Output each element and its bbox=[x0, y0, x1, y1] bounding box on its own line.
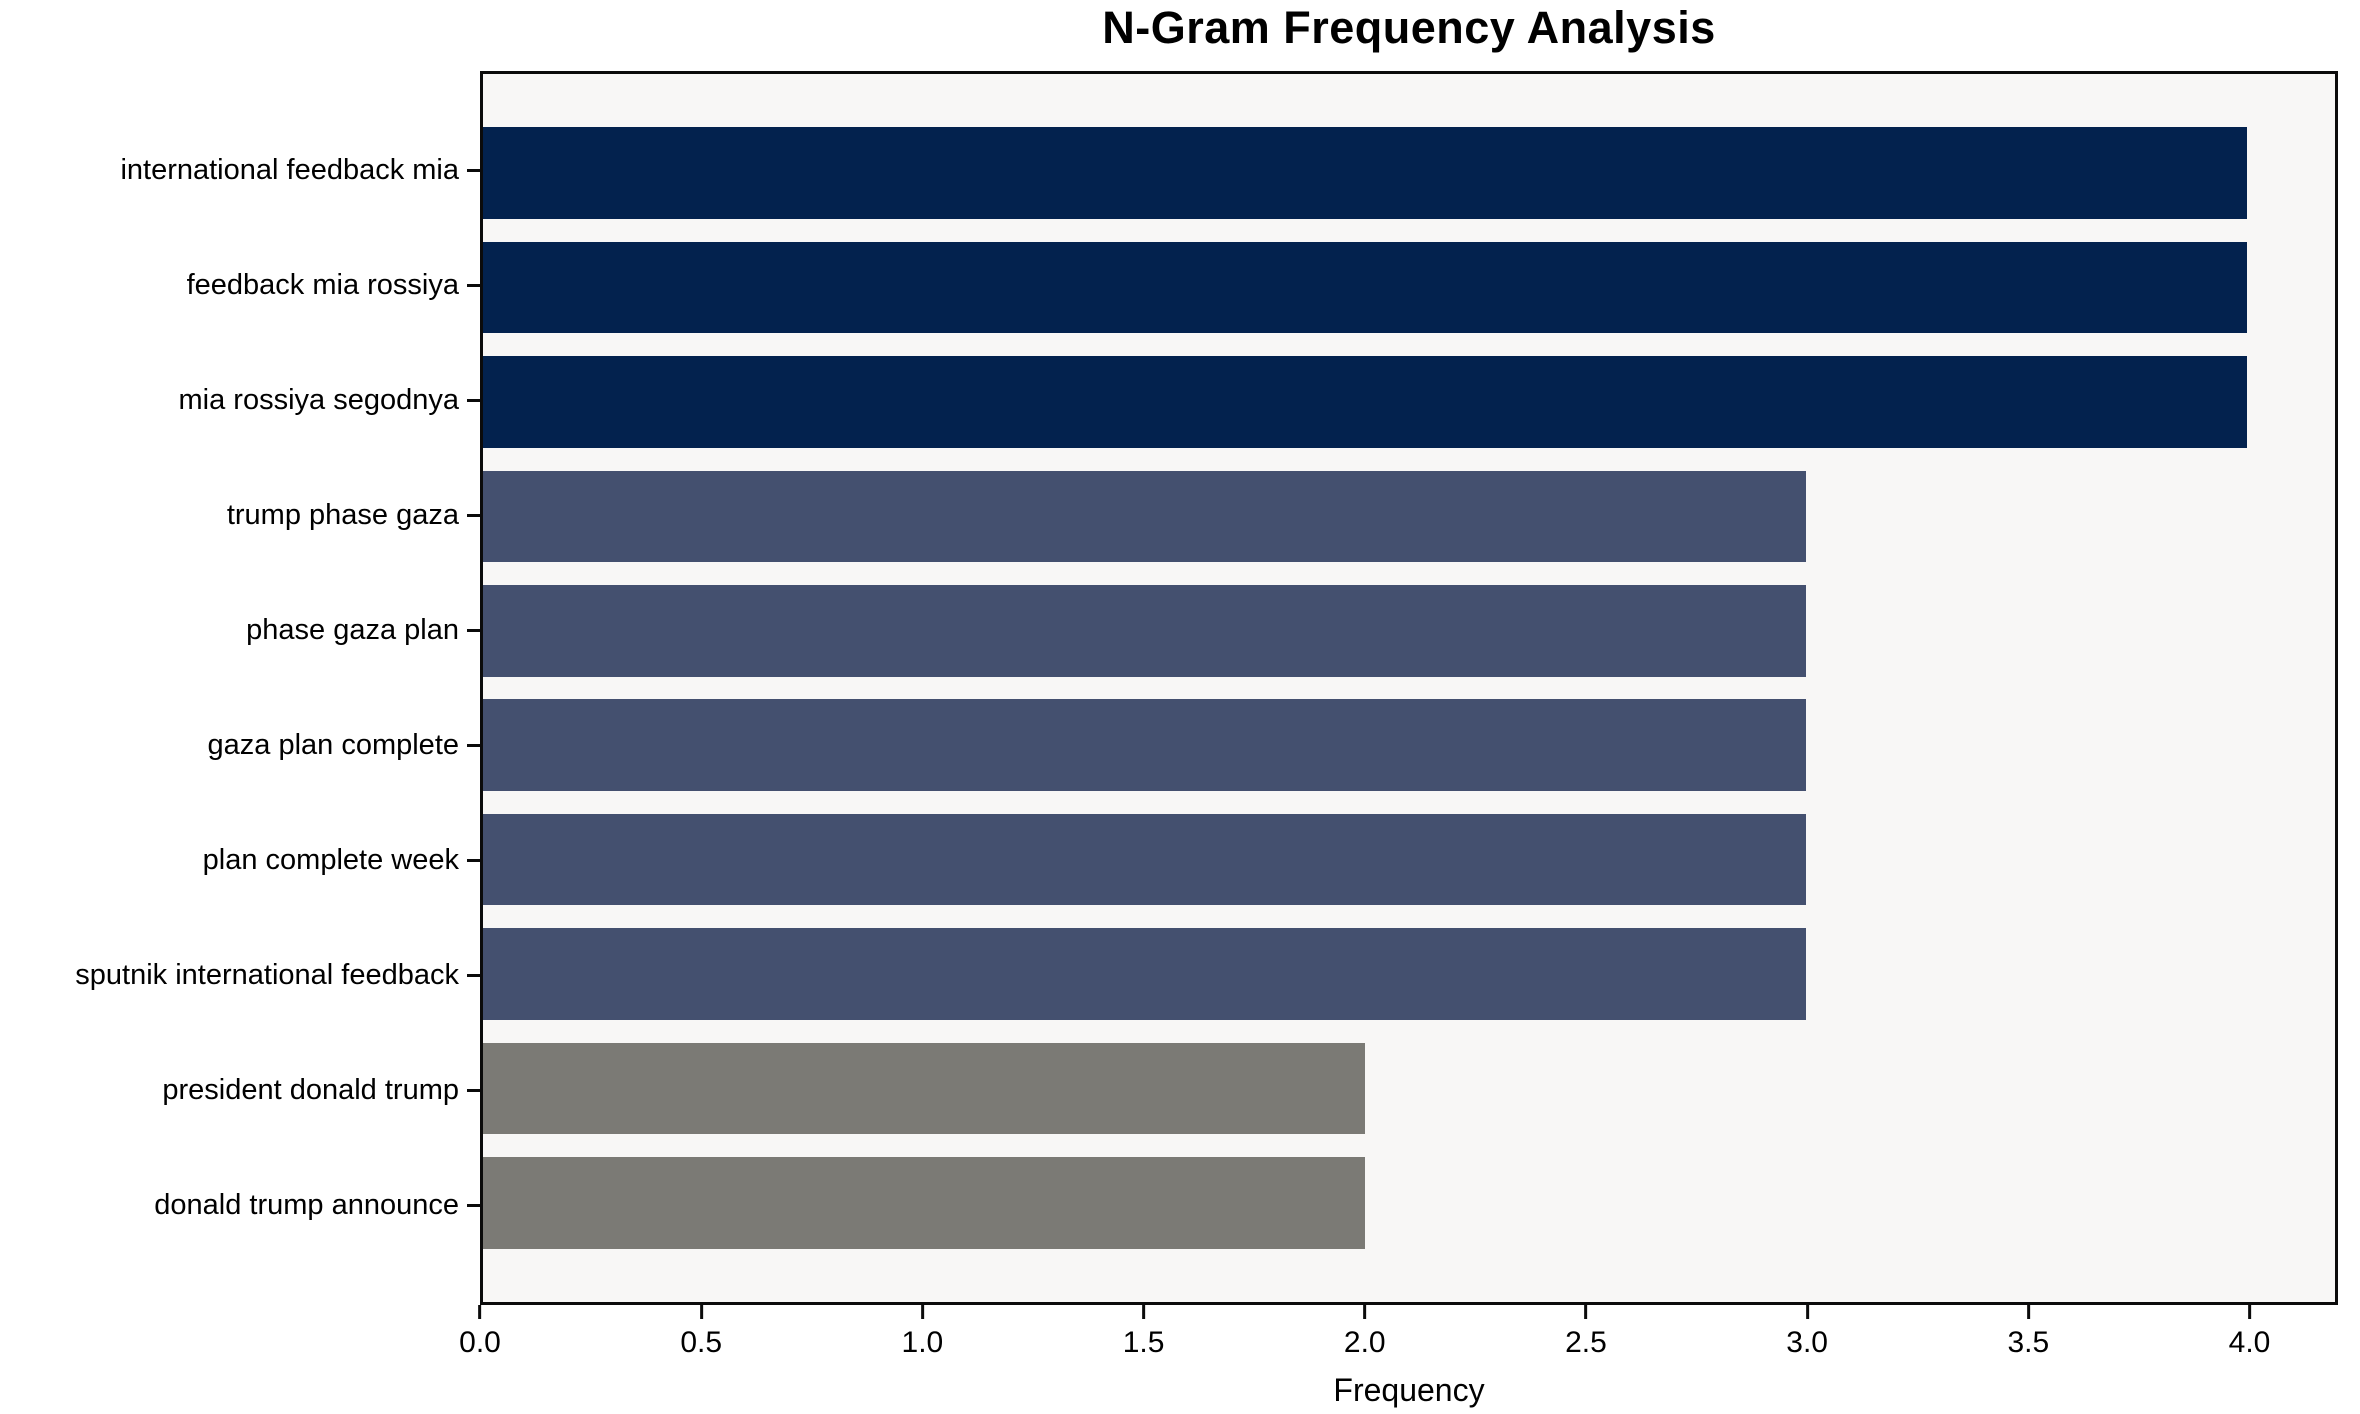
bar-row bbox=[483, 574, 2335, 688]
y-tick-label: gaza plan complete bbox=[207, 729, 460, 761]
y-label-row: mia rossiya segodnya bbox=[0, 343, 480, 458]
x-tick-mark bbox=[1584, 1305, 1588, 1319]
x-tick-label: 1.5 bbox=[1122, 1326, 1165, 1359]
y-tick-mark bbox=[467, 399, 480, 402]
x-tick: 1.0 bbox=[901, 1305, 944, 1359]
x-tick-label: 0.0 bbox=[459, 1326, 501, 1359]
y-tick-label: international feedback mia bbox=[120, 154, 459, 186]
y-tick-mark bbox=[467, 284, 480, 287]
bar-president-donald-trump bbox=[483, 1042, 1365, 1135]
x-tick-mark bbox=[1805, 1305, 1809, 1319]
y-tick-mark bbox=[467, 974, 480, 977]
x-axis: 0.0 0.5 1.0 1.5 2.0 2.5 3.0 3.5 4.0 bbox=[459, 1305, 2338, 1375]
bar-row bbox=[483, 1146, 2335, 1260]
bar-sputnik-international-feedback bbox=[483, 928, 1806, 1020]
y-label-row: president donald trump bbox=[0, 1033, 480, 1148]
y-tick-mark bbox=[467, 169, 480, 172]
x-tick: 4.0 bbox=[2228, 1305, 2271, 1359]
y-axis-labels: international feedback mia feedback mia r… bbox=[0, 71, 480, 1305]
x-tick-label: 3.5 bbox=[2007, 1326, 2050, 1359]
x-tick-mark bbox=[478, 1305, 482, 1319]
y-label-row: trump phase gaza bbox=[0, 458, 480, 573]
y-label-row: phase gaza plan bbox=[0, 573, 480, 688]
y-label-row: donald trump announce bbox=[0, 1148, 480, 1263]
y-label-row: gaza plan complete bbox=[0, 688, 480, 803]
bar-mia-rossiya-segodnya bbox=[483, 356, 2247, 448]
y-tick-label: phase gaza plan bbox=[246, 614, 459, 646]
y-label-row: feedback mia rossiya bbox=[0, 228, 480, 343]
bar-row bbox=[483, 345, 2335, 459]
bar-row bbox=[483, 459, 2335, 573]
bar-trump-phase-gaza bbox=[483, 470, 1806, 563]
y-label-row: international feedback mia bbox=[0, 113, 480, 228]
x-tick-label: 2.0 bbox=[1343, 1326, 1386, 1359]
x-tick-label: 0.5 bbox=[680, 1326, 723, 1359]
y-tick-label: mia rossiya segodnya bbox=[178, 384, 459, 416]
bar-row bbox=[483, 688, 2335, 802]
x-tick-label: 3.0 bbox=[1786, 1326, 1828, 1359]
x-tick-mark bbox=[920, 1305, 924, 1319]
bar-rows bbox=[483, 74, 2335, 1302]
y-tick-label: sputnik international feedback bbox=[75, 959, 459, 991]
bar-row bbox=[483, 917, 2335, 1031]
bar-row bbox=[483, 116, 2335, 230]
x-tick-mark bbox=[1363, 1305, 1367, 1319]
y-tick-label: feedback mia rossiya bbox=[186, 269, 459, 301]
bar-row bbox=[483, 1031, 2335, 1145]
x-tick: 2.5 bbox=[1565, 1305, 1607, 1358]
x-tick: 0.5 bbox=[680, 1305, 722, 1358]
bar-row bbox=[483, 230, 2335, 344]
x-tick-label: 1.0 bbox=[901, 1326, 944, 1359]
y-tick-label: plan complete week bbox=[202, 844, 459, 876]
y-tick-mark bbox=[467, 629, 480, 632]
y-label-row: plan complete week bbox=[0, 803, 480, 918]
bar-plan-complete-week bbox=[483, 813, 1806, 906]
x-tick-mark bbox=[1142, 1305, 1146, 1319]
chart-title: N-Gram Frequency Analysis bbox=[1102, 2, 1716, 53]
x-tick: 2.0 bbox=[1344, 1305, 1386, 1358]
y-tick-label: donald trump announce bbox=[154, 1189, 459, 1221]
plot-area bbox=[480, 71, 2338, 1305]
y-tick-mark bbox=[467, 1089, 480, 1092]
x-tick-mark bbox=[699, 1305, 703, 1319]
bar-donald-trump-announce bbox=[483, 1157, 1365, 1249]
x-tick: 3.5 bbox=[2007, 1305, 2049, 1358]
y-tick-mark bbox=[467, 514, 480, 517]
x-tick-label: 2.5 bbox=[1565, 1326, 1607, 1359]
bar-international-feedback-mia bbox=[483, 127, 2247, 219]
bar-phase-gaza-plan bbox=[483, 585, 1806, 677]
x-tick-label: 4.0 bbox=[2228, 1326, 2271, 1359]
x-tick: 1.5 bbox=[1122, 1305, 1165, 1359]
bar-feedback-mia-rossiya bbox=[483, 241, 2247, 334]
y-tick-label: president donald trump bbox=[162, 1074, 459, 1106]
bar-row bbox=[483, 802, 2335, 916]
y-tick-mark bbox=[467, 859, 480, 862]
x-tick-mark bbox=[2248, 1305, 2252, 1319]
x-tick: 0.0 bbox=[459, 1305, 501, 1358]
x-tick: 3.0 bbox=[1786, 1305, 1828, 1358]
y-label-row: sputnik international feedback bbox=[0, 918, 480, 1033]
y-tick-label: trump phase gaza bbox=[226, 499, 459, 531]
y-tick-mark bbox=[467, 1204, 480, 1207]
y-tick-mark bbox=[467, 744, 480, 747]
bar-gaza-plan-complete bbox=[483, 699, 1806, 791]
x-tick-mark bbox=[2026, 1305, 2030, 1319]
x-axis-label: Frequency bbox=[1333, 1372, 1485, 1408]
